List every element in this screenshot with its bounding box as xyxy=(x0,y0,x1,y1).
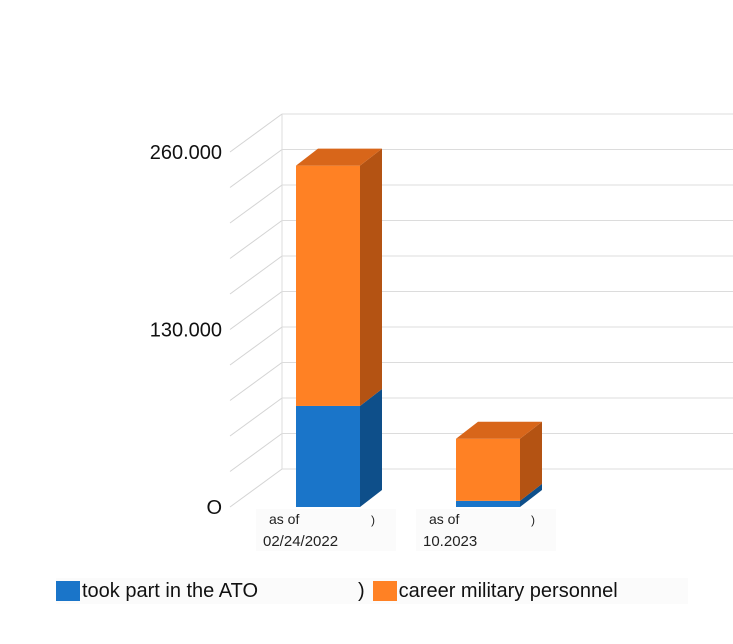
category-label: 02/24/2022 xyxy=(263,533,338,550)
bar-segment xyxy=(296,165,360,406)
bar-segment xyxy=(456,500,520,507)
gridline-depth xyxy=(229,113,283,153)
y-tick-label: O xyxy=(206,497,222,519)
y-tick-label: 130.000 xyxy=(150,320,222,342)
gridline-depth xyxy=(229,220,283,259)
gridline-depth xyxy=(229,468,283,508)
category-label: as of xyxy=(429,511,459,527)
legend-label-career: career military personnel xyxy=(398,580,618,602)
category-label-tail: ) xyxy=(531,513,535,527)
gridline-depth xyxy=(229,255,283,295)
bar-segment-side xyxy=(360,148,382,406)
bar-top xyxy=(296,148,382,166)
legend-separator: ) xyxy=(358,579,365,602)
bar-segment-side xyxy=(360,388,382,507)
category-label-tail: ) xyxy=(371,513,375,527)
legend-swatch-career xyxy=(372,581,397,601)
gridline-depth xyxy=(229,149,283,188)
category-label-bg xyxy=(416,509,556,551)
gridline-depth xyxy=(229,291,283,330)
legend-swatch-ato xyxy=(56,581,80,601)
gridline-depth xyxy=(229,326,283,366)
gridline-depth xyxy=(229,433,283,472)
bar-segment-side xyxy=(520,421,542,501)
bar-segment xyxy=(296,405,360,507)
y-tick-label: 260.000 xyxy=(150,142,222,164)
legend-item-career: career military personnel xyxy=(372,580,618,602)
gridline-depth xyxy=(229,184,283,224)
gridline-depth xyxy=(229,397,283,437)
gridline-depth xyxy=(229,362,283,401)
bar-top xyxy=(456,421,542,439)
category-label-bg xyxy=(256,509,396,551)
legend-item-ato: took part in the ATO xyxy=(56,580,352,602)
bar-segment xyxy=(456,438,520,501)
bar-segment-side xyxy=(520,483,542,507)
category-label: 10.2023 xyxy=(423,533,477,550)
legend-label-ato: took part in the ATO xyxy=(82,580,259,602)
category-label: as of xyxy=(269,511,299,527)
chart-legend: took part in the ATO ) career military p… xyxy=(56,578,688,604)
